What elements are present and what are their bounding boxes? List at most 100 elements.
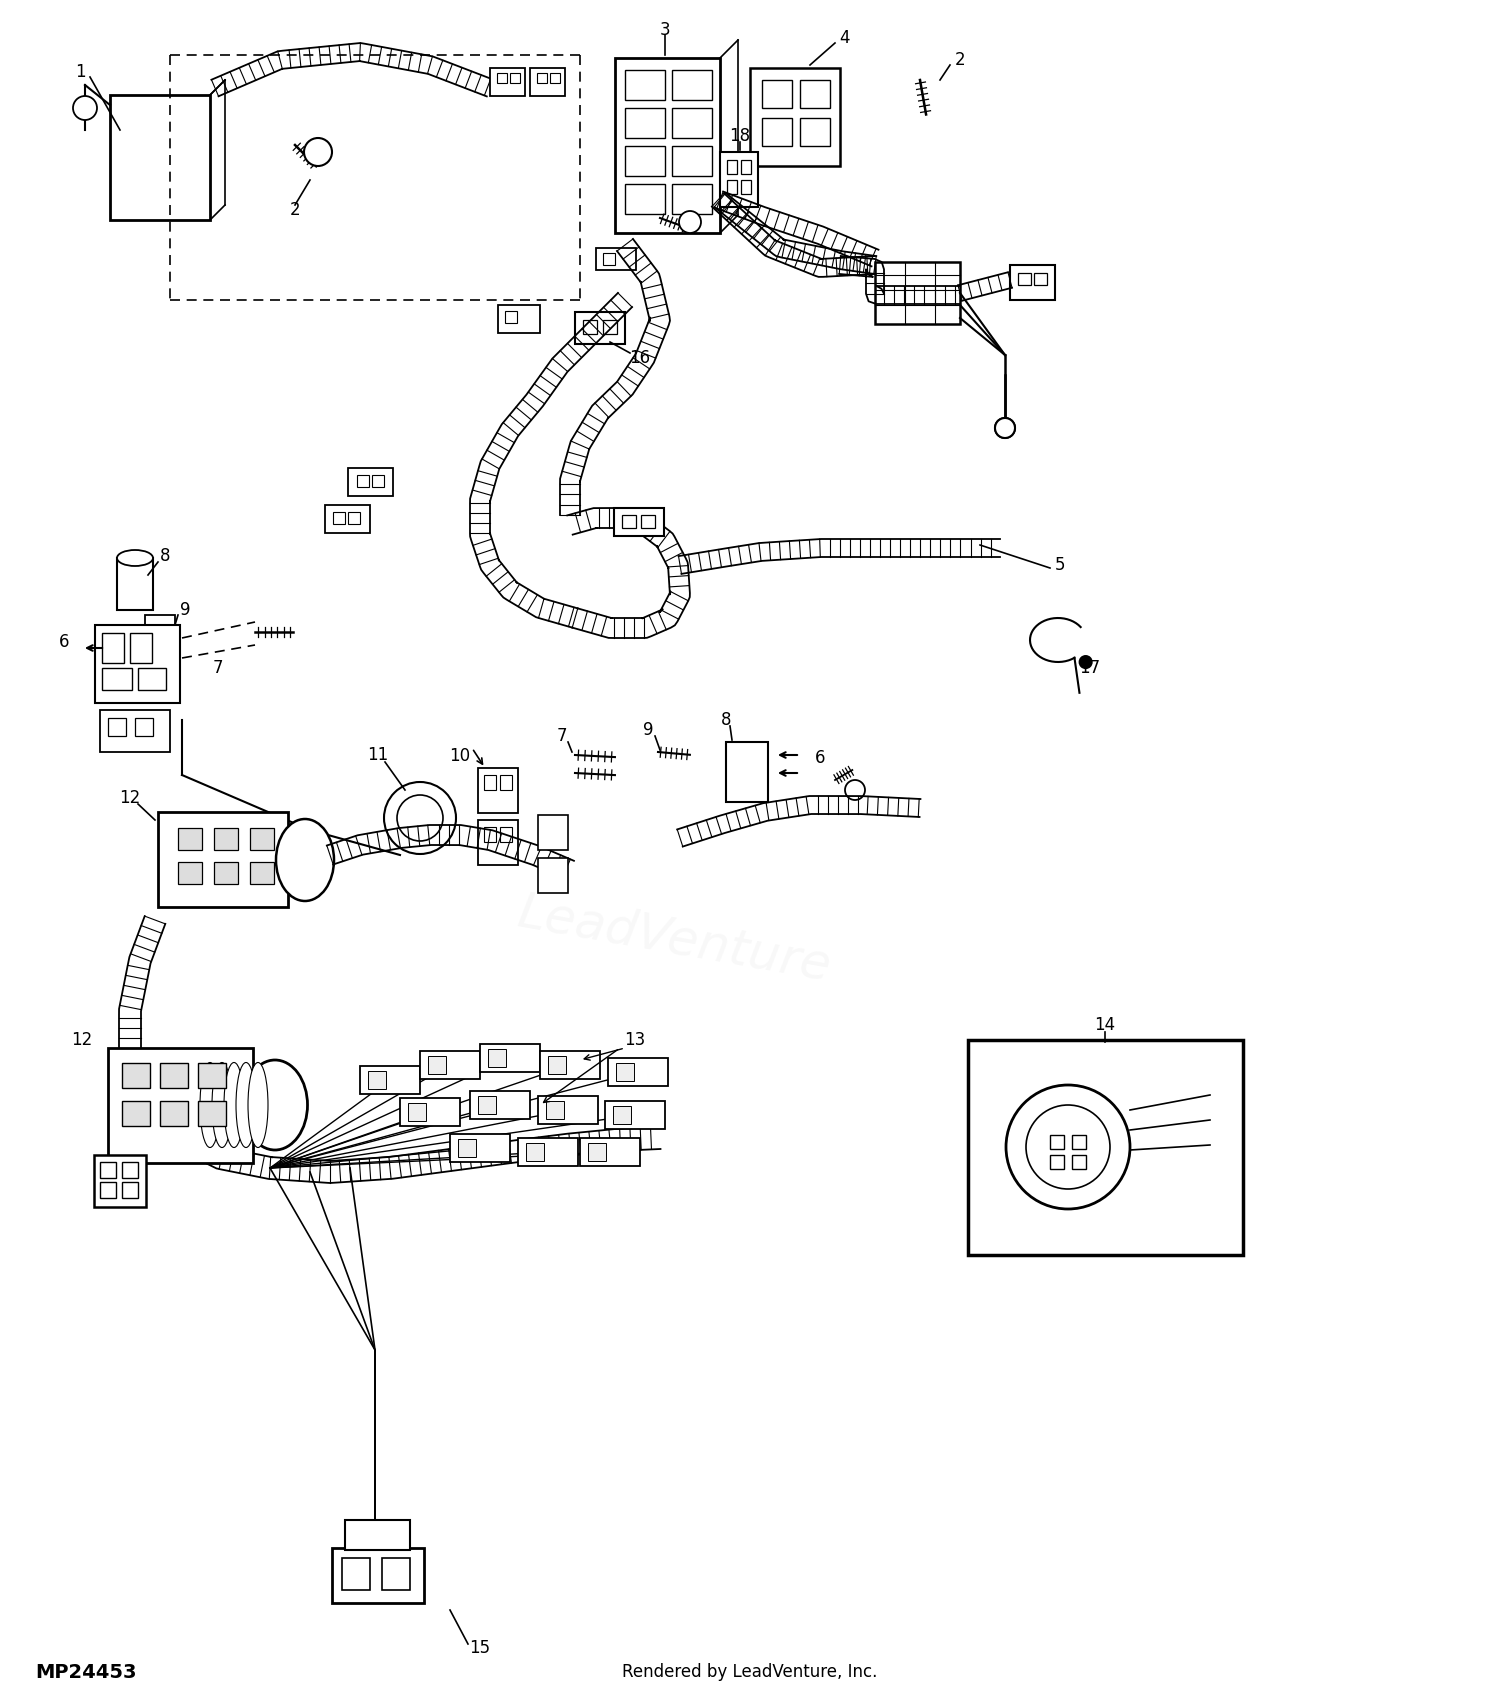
- Bar: [498, 306, 540, 333]
- Bar: [94, 625, 180, 703]
- Bar: [1034, 273, 1047, 285]
- Ellipse shape: [117, 550, 153, 567]
- Bar: [603, 319, 616, 335]
- Text: 4: 4: [840, 29, 850, 48]
- Bar: [720, 152, 758, 207]
- Bar: [102, 667, 132, 690]
- Bar: [608, 1058, 668, 1086]
- Bar: [94, 1156, 146, 1207]
- Text: 8: 8: [720, 712, 732, 729]
- Bar: [122, 1181, 138, 1198]
- Text: 18: 18: [729, 126, 750, 145]
- Bar: [800, 118, 830, 147]
- Ellipse shape: [236, 1062, 256, 1147]
- Bar: [640, 516, 656, 527]
- Bar: [484, 826, 496, 842]
- Bar: [604, 1101, 664, 1128]
- Bar: [538, 1096, 598, 1123]
- Ellipse shape: [200, 1062, 220, 1147]
- Bar: [762, 118, 792, 147]
- Bar: [1072, 1156, 1086, 1169]
- Bar: [626, 147, 664, 176]
- Bar: [538, 814, 568, 850]
- Bar: [496, 73, 507, 84]
- Bar: [178, 862, 203, 884]
- Bar: [368, 1070, 386, 1089]
- Bar: [626, 108, 664, 138]
- Bar: [372, 475, 384, 486]
- Circle shape: [1007, 1086, 1130, 1209]
- Bar: [537, 73, 548, 84]
- Bar: [1050, 1135, 1064, 1149]
- Bar: [480, 1045, 540, 1072]
- Bar: [251, 862, 274, 884]
- Bar: [750, 68, 840, 166]
- Bar: [458, 1139, 476, 1157]
- Bar: [146, 615, 176, 645]
- Ellipse shape: [398, 795, 442, 842]
- Bar: [616, 1063, 634, 1081]
- Bar: [741, 160, 752, 174]
- Bar: [158, 813, 288, 906]
- Bar: [580, 1139, 640, 1166]
- Text: 5: 5: [1054, 556, 1065, 574]
- Circle shape: [844, 780, 865, 801]
- Text: LeadVenture: LeadVenture: [514, 888, 836, 990]
- Bar: [348, 512, 360, 524]
- Bar: [178, 828, 203, 850]
- Bar: [326, 505, 370, 533]
- Bar: [100, 1162, 116, 1178]
- Bar: [1019, 273, 1031, 285]
- Text: 6: 6: [815, 749, 825, 766]
- Bar: [626, 70, 664, 101]
- Bar: [117, 558, 153, 609]
- Circle shape: [1080, 655, 1092, 667]
- Bar: [160, 1063, 188, 1087]
- Ellipse shape: [211, 1062, 232, 1147]
- Bar: [510, 73, 520, 84]
- Bar: [540, 1052, 600, 1079]
- Bar: [672, 70, 712, 101]
- Bar: [108, 1048, 254, 1162]
- Bar: [1010, 265, 1054, 300]
- Bar: [100, 710, 170, 753]
- Text: 12: 12: [72, 1031, 93, 1050]
- Ellipse shape: [276, 819, 334, 901]
- Text: 7: 7: [556, 727, 567, 744]
- Bar: [741, 179, 752, 195]
- Text: 9: 9: [642, 720, 654, 739]
- Bar: [214, 862, 238, 884]
- Text: 14: 14: [1095, 1016, 1116, 1034]
- Circle shape: [74, 96, 98, 119]
- Bar: [728, 179, 736, 195]
- Text: Rendered by LeadVenture, Inc.: Rendered by LeadVenture, Inc.: [622, 1663, 878, 1681]
- Text: 13: 13: [624, 1031, 645, 1050]
- Circle shape: [680, 212, 700, 232]
- Bar: [500, 775, 512, 790]
- Circle shape: [304, 138, 332, 166]
- Text: 2: 2: [290, 201, 300, 218]
- Bar: [450, 1133, 510, 1162]
- Bar: [478, 768, 518, 813]
- Bar: [135, 719, 153, 736]
- Bar: [357, 475, 369, 486]
- Bar: [546, 1101, 564, 1120]
- Bar: [596, 248, 636, 270]
- Text: 2: 2: [954, 51, 966, 68]
- Text: 9: 9: [180, 601, 190, 620]
- Circle shape: [1026, 1104, 1110, 1190]
- Bar: [333, 512, 345, 524]
- Bar: [518, 1139, 578, 1166]
- Bar: [198, 1101, 226, 1127]
- Bar: [728, 160, 736, 174]
- Bar: [484, 775, 496, 790]
- Bar: [622, 516, 636, 527]
- Bar: [588, 1144, 606, 1161]
- Bar: [672, 184, 712, 213]
- Text: 12: 12: [120, 789, 141, 807]
- Bar: [342, 1558, 370, 1589]
- Bar: [122, 1063, 150, 1087]
- Bar: [500, 826, 512, 842]
- Ellipse shape: [384, 782, 456, 854]
- Text: 7: 7: [213, 659, 223, 678]
